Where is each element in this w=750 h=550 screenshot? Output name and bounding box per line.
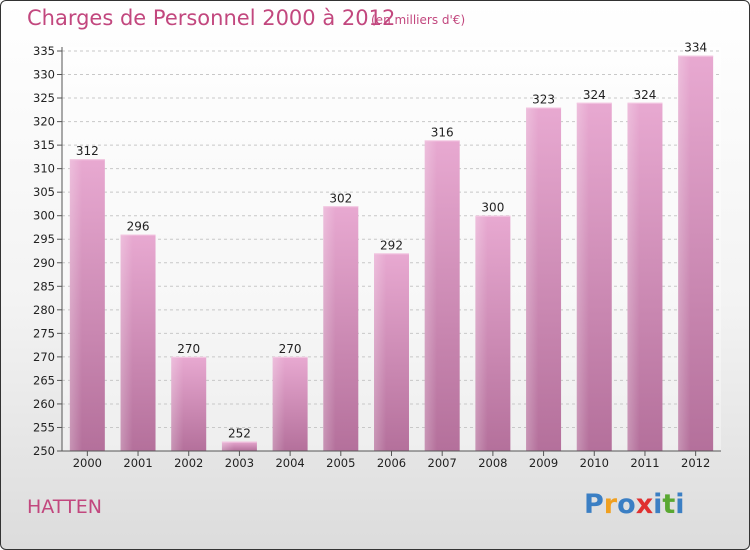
bar-highlight-2003 [221,441,235,451]
x-tick-label-2012: 2012 [681,456,710,470]
data-label-2003: 252 [228,427,251,441]
bar-highlight-2005 [323,206,336,451]
bar-highlight-2006 [374,253,387,451]
y-tick-label: 305 [33,185,55,199]
bar-highlight-2004 [272,356,285,451]
y-tick-label: 275 [33,326,55,340]
y-tick-label: 295 [33,232,55,246]
y-tick-label: 290 [33,256,55,270]
x-tick-label-2002: 2002 [174,456,203,470]
y-tick-label: 315 [33,138,55,152]
y-tick-label: 325 [33,91,55,105]
y-tick-label: 300 [33,209,55,223]
x-tick-label-2004: 2004 [275,456,304,470]
x-tick-label-2005: 2005 [326,456,355,470]
bar-highlight-2012 [678,55,691,452]
data-label-2010: 324 [583,88,606,102]
logo-letter: x [635,489,654,520]
bar-highlight-2007 [424,140,437,452]
bar-highlight-2008 [475,215,488,451]
logo-letter: i [653,489,663,520]
bar-highlight-2009 [526,107,539,452]
chart-subtitle: (en milliers d'€) [371,13,466,27]
data-label-2007: 316 [431,125,454,139]
y-tick-label: 330 [33,68,55,82]
logo-letter: P [584,489,604,520]
logo-letter: i [675,489,685,520]
x-tick-label-2009: 2009 [529,456,558,470]
x-tick-label-2006: 2006 [377,456,406,470]
data-label-2004: 270 [279,342,302,356]
x-tick-label-2000: 2000 [73,456,102,470]
bar-highlight-2002 [171,356,184,451]
x-tick-label-2003: 2003 [225,456,254,470]
y-tick-label: 280 [33,303,55,317]
logo-letter: t [662,489,676,520]
bar-highlight-2010 [576,102,590,451]
bar-highlight-2011 [627,102,640,451]
data-label-2000: 312 [76,144,99,158]
logo-letter: o [617,489,636,520]
y-tick-label: 265 [33,373,55,387]
x-tick-label-2001: 2001 [123,456,152,470]
data-label-2012: 334 [684,41,707,55]
x-tick-label-2007: 2007 [428,456,457,470]
bar-2003 [221,441,257,451]
y-tick-label: 310 [33,162,55,176]
x-tick-label-2010: 2010 [580,456,609,470]
data-label-2008: 300 [481,201,504,215]
y-tick-label: 250 [33,444,55,458]
y-tick-label: 335 [33,44,55,58]
data-label-2002: 270 [177,342,200,356]
data-label-2006: 292 [380,238,403,252]
logo-letter: r [603,489,618,520]
y-tick-label: 285 [33,279,55,293]
data-label-2005: 302 [329,191,352,205]
data-label-2001: 296 [127,220,150,234]
y-tick-label: 320 [33,115,55,129]
y-tick-label: 270 [33,350,55,364]
proxiti-logo: Proxiti [584,489,685,520]
x-tick-label-2008: 2008 [478,456,507,470]
chart-title: Charges de Personnel 2000 à 2012 [27,6,396,30]
data-label-2009: 323 [532,92,555,106]
y-tick-label: 260 [33,397,55,411]
y-tick-label: 255 [33,420,55,434]
place-name: HATTEN [27,496,102,518]
bar-highlight-2001 [120,234,133,451]
data-label-2011: 324 [634,88,657,102]
bar-highlight-2000 [69,159,83,451]
x-tick-label-2011: 2011 [630,456,659,470]
